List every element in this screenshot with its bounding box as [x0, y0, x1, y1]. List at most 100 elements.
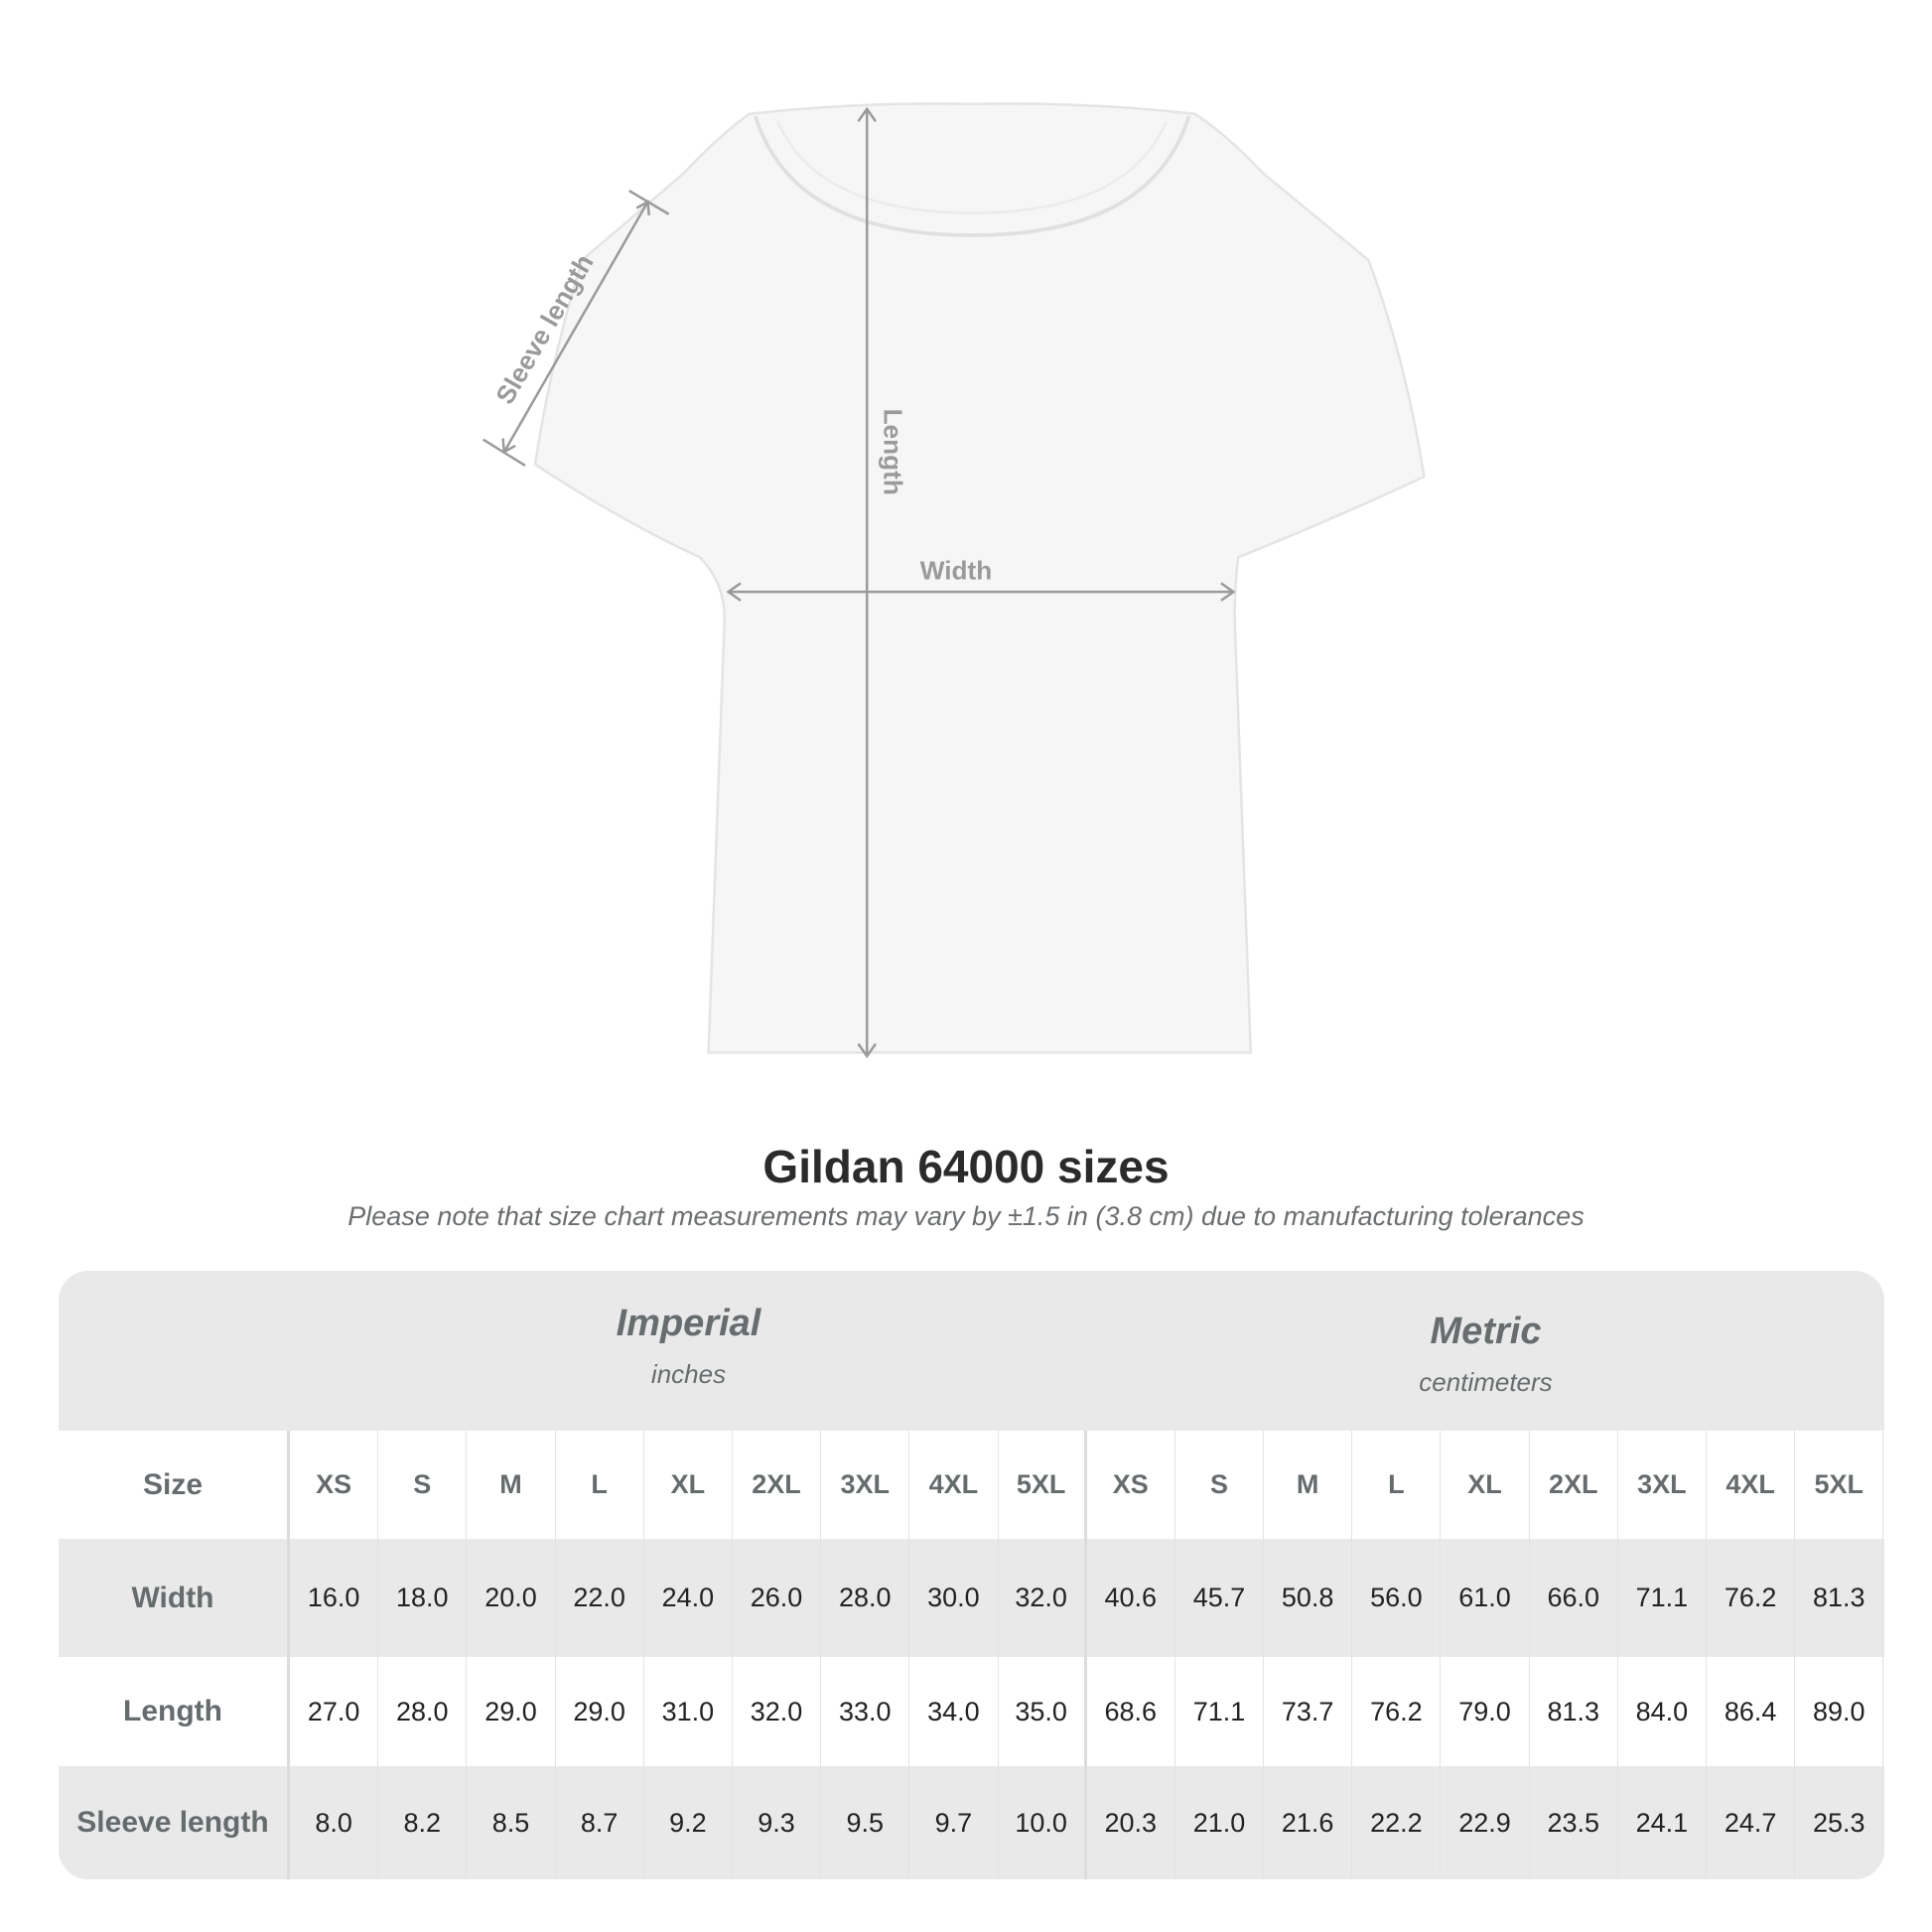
metric-value-cell: 45.7 — [1175, 1539, 1265, 1657]
metric-title: Metric — [1430, 1311, 1542, 1352]
imperial-value-cell: 26.0 — [733, 1539, 822, 1657]
metric-size-XS: XS — [1087, 1431, 1175, 1539]
row-label: Width — [59, 1539, 290, 1657]
metric-value-cell: 56.0 — [1352, 1539, 1442, 1657]
length-arrow-head-top — [857, 106, 877, 122]
size-header-row: Size XS S M L XL 2XL 3XL 4XL 5XL XS S M L XL 2XL 3XL 4XL 5… — [59, 1431, 1884, 1539]
metric-value-cell: 21.0 — [1175, 1766, 1265, 1879]
metric-value-cell: 81.3 — [1530, 1657, 1618, 1766]
collar — [754, 115, 1191, 237]
imperial-value-cell: 20.0 — [467, 1539, 556, 1657]
metric-value-cell: 21.6 — [1264, 1766, 1353, 1879]
imperial-value-cell: 32.0 — [733, 1657, 822, 1766]
metric-value-cell: 61.0 — [1441, 1539, 1530, 1657]
metric-value-cell: 23.5 — [1530, 1766, 1618, 1879]
imperial-size-4XL: 4XL — [909, 1431, 999, 1539]
metric-value-cell: 22.9 — [1441, 1766, 1530, 1879]
metric-size-4XL: 4XL — [1707, 1431, 1796, 1539]
imperial-value-cell: 34.0 — [909, 1657, 999, 1766]
imperial-size-5XL: 5XL — [999, 1431, 1087, 1539]
size-label: Size — [59, 1431, 290, 1539]
collar-band — [776, 120, 1169, 214]
metric-size-3XL: 3XL — [1618, 1431, 1707, 1539]
metric-unit: centimeters — [1419, 1367, 1553, 1397]
table-row: Width 16.0 18.0 20.0 22.0 24.0 26.0 28.0 30.0 32.… — [59, 1539, 1884, 1657]
metric-value-cell: 71.1 — [1618, 1539, 1707, 1657]
imperial-value-cell: 29.0 — [467, 1657, 556, 1766]
metric-value-cell: 89.0 — [1795, 1657, 1884, 1766]
width-label: Width — [920, 556, 992, 586]
sleeve-arrow-head-top — [635, 200, 650, 216]
imperial-size-2XL: 2XL — [733, 1431, 822, 1539]
imperial-size-M: M — [467, 1431, 556, 1539]
metric-value-cell: 25.3 — [1795, 1766, 1884, 1879]
metric-value-cell: 50.8 — [1264, 1539, 1353, 1657]
imperial-value-cell: 28.0 — [378, 1657, 468, 1766]
imperial-size-3XL: 3XL — [821, 1431, 910, 1539]
imperial-value-cell: 8.2 — [378, 1766, 468, 1879]
imperial-size-XL: XL — [644, 1431, 733, 1539]
metric-size-S: S — [1175, 1431, 1265, 1539]
tshirt-shape — [533, 102, 1426, 1054]
metric-value-cell: 76.2 — [1352, 1657, 1442, 1766]
row-label: Length — [59, 1657, 290, 1766]
metric-header: Metric centimeters — [1087, 1311, 1884, 1398]
imperial-value-cell: 9.3 — [733, 1766, 822, 1879]
tolerance-note: Please note that size chart measurements… — [347, 1201, 1585, 1231]
imperial-value-cell: 8.7 — [556, 1766, 644, 1879]
metric-value-cell: 71.1 — [1175, 1657, 1265, 1766]
metric-value-cell: 81.3 — [1795, 1539, 1884, 1657]
imperial-title: Imperial — [616, 1303, 761, 1344]
tshirt-diagram: Length Width Sleeve length — [482, 102, 1426, 1059]
metric-size-XL: XL — [1441, 1431, 1530, 1539]
imperial-value-cell: 33.0 — [821, 1657, 910, 1766]
length-arrow-head-bottom — [857, 1042, 877, 1059]
metric-value-cell: 86.4 — [1707, 1657, 1796, 1766]
page-title: Gildan 64000 sizes — [762, 1141, 1170, 1192]
metric-value-cell: 68.6 — [1087, 1657, 1175, 1766]
metric-value-cell: 22.2 — [1352, 1766, 1442, 1879]
imperial-value-cell: 30.0 — [909, 1539, 999, 1657]
imperial-size-L: L — [556, 1431, 644, 1539]
imperial-value-cell: 18.0 — [378, 1539, 468, 1657]
metric-value-cell: 24.7 — [1707, 1766, 1796, 1879]
imperial-value-cell: 9.5 — [821, 1766, 910, 1879]
table-row: Sleeve length 8.0 8.2 8.5 8.7 9.2 9.3 9.5 9.7 10.… — [59, 1766, 1884, 1879]
imperial-value-cell: 28.0 — [821, 1539, 910, 1657]
imperial-value-cell: 24.0 — [644, 1539, 733, 1657]
length-label: Length — [879, 409, 908, 495]
imperial-value-cell: 32.0 — [999, 1539, 1087, 1657]
metric-size-2XL: 2XL — [1530, 1431, 1618, 1539]
metric-value-cell: 66.0 — [1530, 1539, 1618, 1657]
imperial-value-cell: 22.0 — [556, 1539, 644, 1657]
metric-value-cell: 79.0 — [1441, 1657, 1530, 1766]
imperial-value-cell: 16.0 — [290, 1539, 379, 1657]
imperial-value-cell: 8.5 — [467, 1766, 556, 1879]
metric-size-L: L — [1352, 1431, 1442, 1539]
sleeve-arrow — [502, 201, 649, 453]
table-row: Length 27.0 28.0 29.0 29.0 31.0 32.0 33.0 34.0 35… — [59, 1657, 1884, 1766]
metric-size-M: M — [1264, 1431, 1353, 1539]
sleeve-arrow-head-bottom — [501, 438, 516, 455]
imperial-value-cell: 9.2 — [644, 1766, 733, 1879]
metric-size-5XL: 5XL — [1795, 1431, 1884, 1539]
imperial-size-S: S — [378, 1431, 468, 1539]
table-header-band — [59, 1271, 1884, 1431]
imperial-value-cell: 8.0 — [290, 1766, 379, 1879]
imperial-value-cell: 9.7 — [909, 1766, 999, 1879]
width-arrow-head-left — [726, 582, 742, 602]
imperial-value-cell: 35.0 — [999, 1657, 1087, 1766]
metric-value-cell: 73.7 — [1264, 1657, 1353, 1766]
imperial-unit: inches — [650, 1359, 727, 1389]
size-chart-table: Imperial inches Metric centimeters Size X… — [59, 1271, 1884, 1879]
metric-value-cell: 24.1 — [1618, 1766, 1707, 1879]
imperial-value-cell: 10.0 — [999, 1766, 1087, 1879]
imperial-value-cell: 27.0 — [290, 1657, 379, 1766]
metric-value-cell: 76.2 — [1707, 1539, 1796, 1657]
width-arrow-head-right — [1220, 582, 1236, 602]
metric-value-cell: 40.6 — [1087, 1539, 1175, 1657]
row-label: Sleeve length — [59, 1766, 290, 1879]
metric-value-cell: 20.3 — [1087, 1766, 1175, 1879]
imperial-value-cell: 31.0 — [644, 1657, 733, 1766]
imperial-size-XS: XS — [290, 1431, 379, 1539]
